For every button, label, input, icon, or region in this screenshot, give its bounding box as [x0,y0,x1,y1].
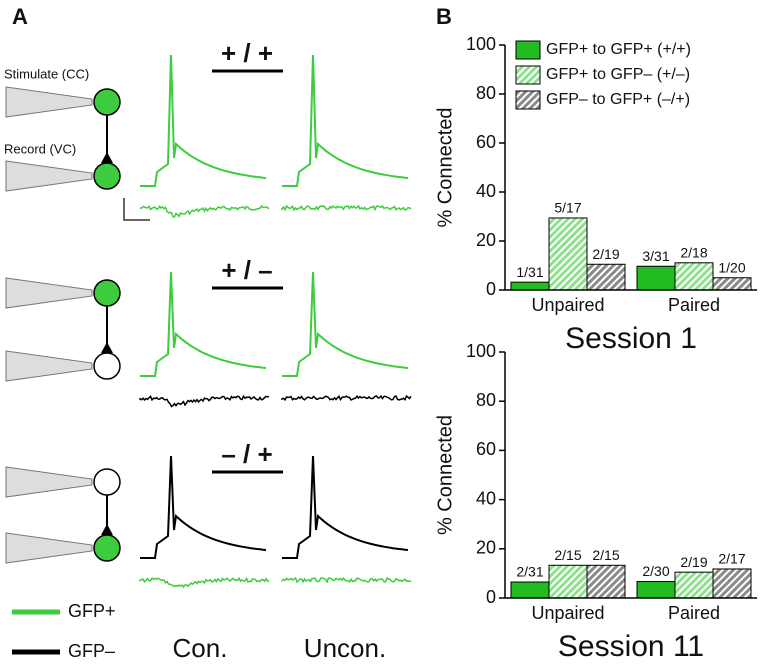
scale-bar [123,198,150,221]
bar [548,217,588,291]
bar [548,564,588,599]
current-trace [139,204,270,218]
y-tick-label: 80 [476,83,496,103]
neuron [93,279,121,307]
x-tick-label: Unpaired [531,295,604,315]
column-label: Con. [173,633,228,663]
bar [712,568,752,599]
value-label: 2/18 [680,245,707,261]
voltage-trace [282,271,409,377]
value-label: 2/15 [554,547,581,563]
y-tick-label: 0 [486,587,496,607]
synapse [101,152,113,163]
electrode [5,277,93,309]
current-trace [139,576,270,589]
current-trace [139,394,270,408]
voltage-trace [140,54,267,187]
bar [636,581,676,599]
legend-swatch [515,90,541,110]
stimulate-label: Stimulate (CC) [4,66,89,81]
value-label: 2/30 [642,563,669,579]
y-tick-label: 40 [476,181,496,201]
chart-title: Session 11 [558,630,704,663]
synapse [101,524,113,535]
bar [510,581,550,599]
legend-label: GFP+ to GFP– (+/–) [546,66,690,83]
row-label: + / – [221,255,272,285]
value-label: 2/19 [592,246,619,262]
panel-label: A [12,4,28,29]
neuron [93,352,121,380]
x-tick-label: Paired [668,603,720,623]
electrode [5,532,93,564]
current-trace [281,576,412,584]
legend-label: GFP+ [68,601,116,621]
legend-label: GFP– to GFP+ (–/+) [546,91,690,108]
electrode [5,350,93,382]
bar [712,277,752,291]
record-label: Record (VC) [4,141,76,156]
bar [674,262,714,291]
neuron [93,88,121,116]
y-tick-label: 60 [476,132,496,152]
value-label: 2/17 [718,551,745,567]
neuron [93,468,121,496]
y-tick-label: 100 [466,34,496,54]
electrode [5,86,93,118]
voltage-trace [282,455,409,559]
row-label: – / + [221,439,272,469]
y-tick-label: 100 [466,341,496,361]
voltage-trace [282,54,409,187]
bar [586,263,626,291]
value-label: 1/31 [516,264,543,280]
bar [510,281,550,291]
value-label: 2/31 [516,564,543,580]
voltage-trace [140,455,267,559]
electrode [5,466,93,498]
x-tick-label: Paired [668,295,720,315]
column-label: Uncon. [304,633,386,663]
value-label: 1/20 [718,259,745,275]
y-tick-label: 20 [476,230,496,250]
voltage-trace [140,271,267,377]
y-tick-label: 40 [476,488,496,508]
bar [586,564,626,599]
chart-title: Session 1 [565,322,697,355]
legend-swatch [515,65,541,85]
current-trace [281,394,412,402]
y-tick-label: 0 [486,279,496,299]
legend-label: GFP+ to GFP+ (+/+) [546,41,691,58]
legend-label: GFP– [68,641,115,661]
x-tick-label: Unpaired [531,603,604,623]
electrode [5,160,93,192]
value-label: 2/15 [592,547,619,563]
value-label: 2/19 [680,554,707,570]
current-trace [281,204,412,212]
value-label: 3/31 [642,248,669,264]
y-tick-label: 20 [476,538,496,558]
y-tick-label: 60 [476,439,496,459]
bar [674,571,714,599]
y-axis-label: % Connected [434,107,456,227]
synapse [101,342,113,353]
bar [636,265,676,291]
neuron [93,162,121,190]
legend-swatch [515,40,541,60]
panel-label: B [436,4,452,29]
y-tick-label: 80 [476,390,496,410]
row-label: + / + [221,38,273,68]
y-axis-label: % Connected [434,415,456,535]
value-label: 5/17 [554,200,581,216]
neuron [93,534,121,562]
